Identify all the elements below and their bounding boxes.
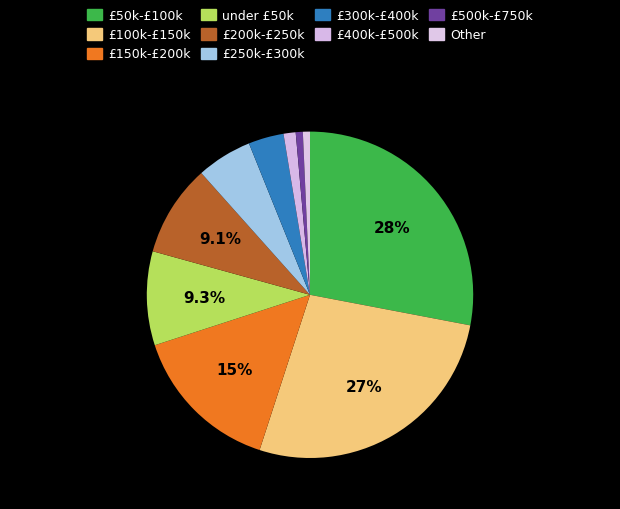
Legend: £50k-£100k, £100k-£150k, £150k-£200k, under £50k, £200k-£250k, £250k-£300k, £300: £50k-£100k, £100k-£150k, £150k-£200k, un… <box>84 6 536 65</box>
Text: 15%: 15% <box>217 362 253 378</box>
Text: 28%: 28% <box>373 220 410 235</box>
Wedge shape <box>153 174 310 295</box>
Text: 27%: 27% <box>346 379 383 394</box>
Wedge shape <box>147 252 310 346</box>
Wedge shape <box>303 132 310 295</box>
Wedge shape <box>260 295 471 458</box>
Wedge shape <box>202 144 310 295</box>
Text: 9.3%: 9.3% <box>183 290 225 305</box>
Wedge shape <box>296 132 310 295</box>
Wedge shape <box>283 133 310 295</box>
Wedge shape <box>249 134 310 295</box>
Wedge shape <box>155 295 310 450</box>
Text: 9.1%: 9.1% <box>199 232 241 247</box>
Wedge shape <box>310 132 473 326</box>
